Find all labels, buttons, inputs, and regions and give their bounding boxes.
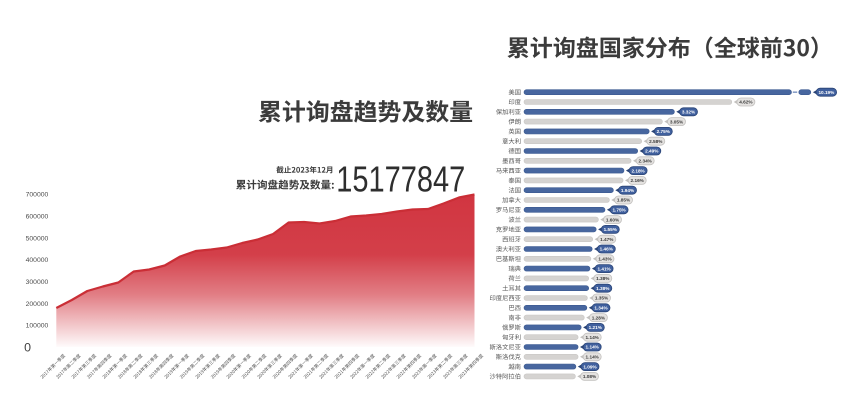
svg-text:300000: 300000 xyxy=(26,279,49,286)
svg-text:700000: 700000 xyxy=(26,192,49,199)
svg-text:1.35%: 1.35% xyxy=(595,296,609,301)
svg-text:1.38%: 1.38% xyxy=(596,286,610,291)
svg-text:1.21%: 1.21% xyxy=(589,325,603,330)
svg-text:1.75%: 1.75% xyxy=(612,208,626,213)
svg-text:400000: 400000 xyxy=(26,257,49,264)
svg-text:2.49%: 2.49% xyxy=(645,149,659,154)
svg-text:1.43%: 1.43% xyxy=(598,257,612,262)
svg-text:1.09%: 1.09% xyxy=(583,364,597,369)
svg-text:10.19%: 10.19% xyxy=(818,90,835,95)
svg-text:1.47%: 1.47% xyxy=(600,237,614,242)
svg-text:2.18%: 2.18% xyxy=(631,168,645,173)
svg-text:0: 0 xyxy=(24,340,31,354)
svg-text:2.75%: 2.75% xyxy=(657,129,671,134)
svg-text:100000: 100000 xyxy=(26,323,49,330)
svg-text:3.05%: 3.05% xyxy=(670,119,684,124)
svg-text:1.55%: 1.55% xyxy=(604,227,618,232)
svg-text:2.16%: 2.16% xyxy=(631,178,645,183)
svg-text:200000: 200000 xyxy=(26,301,49,308)
svg-text:1.34%: 1.34% xyxy=(594,306,608,311)
svg-text:1.28%: 1.28% xyxy=(592,315,606,320)
svg-text:2.58%: 2.58% xyxy=(649,139,663,144)
svg-text:1.85%: 1.85% xyxy=(617,198,631,203)
svg-text:1.41%: 1.41% xyxy=(597,266,611,271)
svg-text:1.14%: 1.14% xyxy=(586,345,600,350)
svg-text:2.34%: 2.34% xyxy=(639,159,653,164)
svg-text:1.14%: 1.14% xyxy=(586,355,600,360)
svg-text:15177847: 15177847 xyxy=(336,158,465,199)
svg-text:600000: 600000 xyxy=(26,214,49,221)
svg-text:1.46%: 1.46% xyxy=(600,247,614,252)
svg-text:1.60%: 1.60% xyxy=(606,217,620,222)
svg-text:1.94%: 1.94% xyxy=(621,188,635,193)
svg-text:1.14%: 1.14% xyxy=(586,335,600,340)
svg-text:1.38%: 1.38% xyxy=(596,276,610,281)
svg-text:4.62%: 4.62% xyxy=(739,100,753,105)
svg-text:3.32%: 3.32% xyxy=(682,110,696,115)
svg-text:500000: 500000 xyxy=(26,235,49,242)
svg-text:1.08%: 1.08% xyxy=(583,374,597,379)
